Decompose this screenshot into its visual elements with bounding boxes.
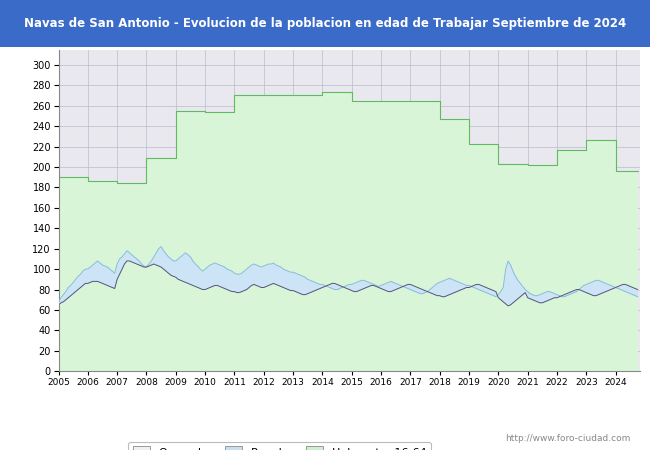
Text: Navas de San Antonio - Evolucion de la poblacion en edad de Trabajar Septiembre : Navas de San Antonio - Evolucion de la p… (24, 17, 626, 30)
Text: http://www.foro-ciudad.com: http://www.foro-ciudad.com (505, 434, 630, 443)
Legend: Ocupados, Parados, Hab. entre 16-64: Ocupados, Parados, Hab. entre 16-64 (129, 442, 431, 450)
